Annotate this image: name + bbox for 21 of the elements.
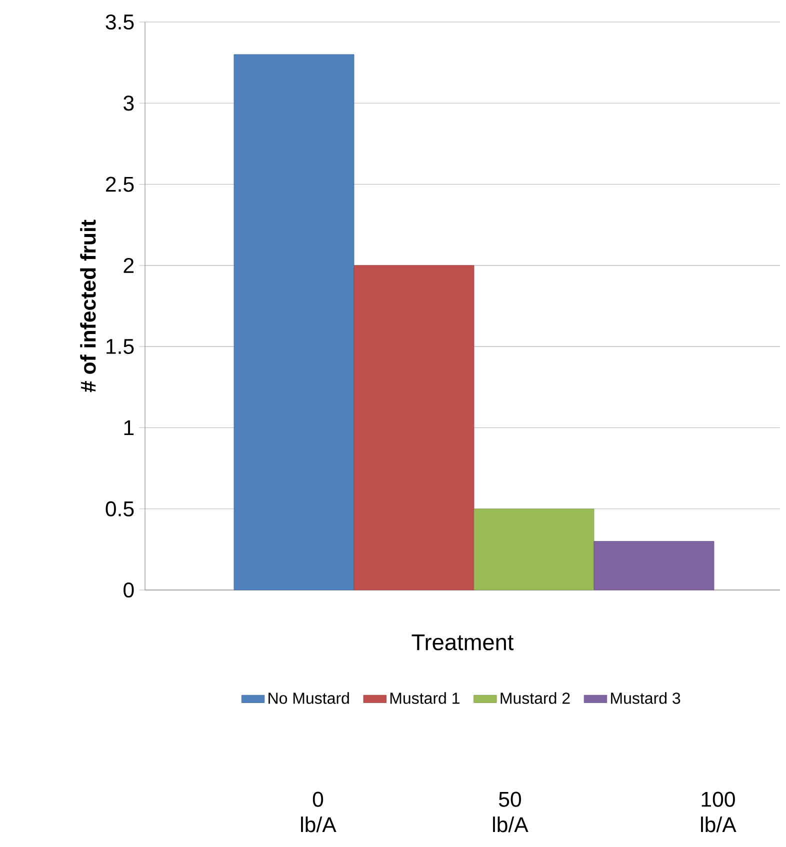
bar	[474, 508, 594, 590]
bar	[234, 54, 354, 590]
y-tick-label: 0	[124, 582, 134, 598]
bar	[594, 541, 714, 590]
y-tick-label: 1	[124, 420, 134, 436]
text: 100 lb/A	[701, 792, 736, 832]
legend-label: Mustard 2	[500, 692, 570, 704]
y-axis-title: # of infected fruit	[80, 220, 96, 392]
bar	[354, 265, 474, 590]
legend-label: Mustard 1	[390, 692, 460, 704]
x-axis-title: Treatment	[412, 634, 514, 650]
y-tick-label: 0.5	[106, 501, 134, 516]
y-tick-label: 3	[124, 96, 134, 111]
y-tick-label: 2	[124, 258, 134, 273]
legend-label: No Mustard	[268, 692, 349, 704]
text: 0 lb/A	[301, 792, 336, 832]
text: 50 lb/A	[493, 792, 528, 832]
y-tick-label: 1.5	[106, 339, 134, 354]
y-tick-label: 2.5	[106, 176, 134, 192]
legend-label: Mustard 3	[611, 692, 680, 704]
y-tick-label: 3.5	[106, 14, 134, 30]
